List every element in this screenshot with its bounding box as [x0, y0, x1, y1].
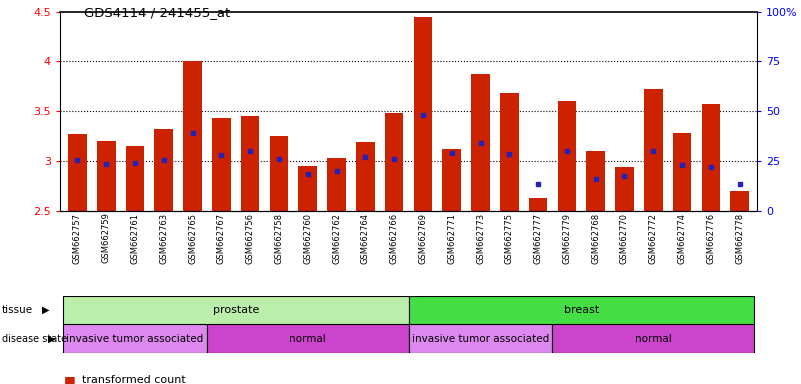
Bar: [384, 113, 404, 211]
Bar: [557, 101, 576, 211]
Bar: [155, 129, 173, 211]
Text: tissue: tissue: [2, 305, 33, 315]
Bar: [471, 74, 490, 211]
Bar: [63, 324, 207, 353]
Text: prostate: prostate: [212, 305, 259, 315]
Bar: [68, 134, 87, 211]
Text: disease state: disease state: [2, 334, 66, 344]
Bar: [529, 198, 547, 211]
Bar: [615, 167, 634, 211]
Bar: [270, 136, 288, 211]
Bar: [183, 61, 202, 211]
Text: invasive tumor associated: invasive tumor associated: [412, 334, 549, 344]
Bar: [212, 118, 231, 211]
Bar: [413, 17, 433, 211]
Text: GDS4114 / 241455_at: GDS4114 / 241455_at: [84, 6, 231, 19]
Bar: [644, 89, 662, 211]
Text: ▶: ▶: [42, 305, 49, 315]
Bar: [442, 149, 461, 211]
Bar: [702, 104, 720, 211]
Bar: [409, 296, 754, 324]
Text: normal: normal: [635, 334, 672, 344]
Bar: [673, 133, 691, 211]
Bar: [298, 166, 317, 211]
Bar: [409, 324, 553, 353]
Text: ■: ■: [64, 374, 76, 384]
Bar: [500, 93, 519, 211]
Bar: [327, 158, 346, 211]
Bar: [126, 146, 144, 211]
Text: ▶: ▶: [48, 334, 55, 344]
Bar: [553, 324, 754, 353]
Text: invasive tumor associated: invasive tumor associated: [66, 334, 203, 344]
Bar: [207, 324, 409, 353]
Bar: [97, 141, 115, 211]
Bar: [241, 116, 260, 211]
Bar: [356, 142, 375, 211]
Text: normal: normal: [289, 334, 326, 344]
Text: breast: breast: [564, 305, 599, 315]
Bar: [731, 191, 749, 211]
Bar: [63, 296, 409, 324]
Text: transformed count: transformed count: [82, 375, 186, 384]
Bar: [586, 151, 605, 211]
